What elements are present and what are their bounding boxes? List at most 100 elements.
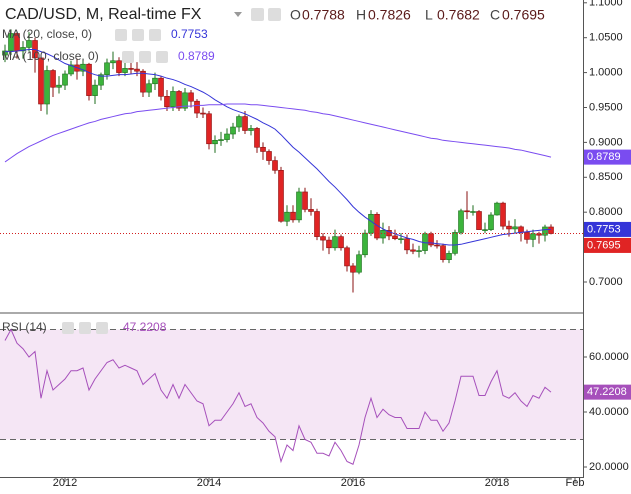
candle-body — [302, 191, 308, 210]
candle-body — [242, 116, 248, 131]
candle-body — [86, 63, 92, 96]
legend-label: RSI (14) — [2, 320, 47, 334]
candle-body — [458, 210, 464, 233]
symbol-title: CAD/USD, M, Real-time FX — [5, 6, 202, 23]
candle-body — [344, 247, 350, 267]
candle-body — [506, 225, 512, 230]
ohlc-value: 0.7682 — [437, 7, 480, 23]
candle-body — [38, 57, 44, 105]
header-backdrop — [0, 2, 580, 26]
candle-body — [404, 238, 410, 251]
candle-body — [56, 84, 62, 88]
candle-body — [368, 213, 374, 234]
candle-body — [164, 96, 170, 108]
candle-body — [470, 211, 476, 213]
ohlc-label: C — [490, 7, 500, 23]
legend-icon[interactable] — [139, 51, 151, 63]
candle-body — [512, 226, 518, 230]
candle-body — [62, 73, 68, 86]
candle-body — [254, 128, 260, 148]
y-tick-label: 0.8000 — [589, 206, 623, 218]
candle-body — [212, 139, 218, 145]
dropdown-icon[interactable] — [234, 12, 242, 17]
legend-icon[interactable] — [156, 51, 168, 63]
y-tick-label: 20.0000 — [589, 461, 629, 473]
ohlc-value: 0.7826 — [368, 7, 411, 23]
candle-body — [440, 245, 446, 260]
candle-body — [260, 146, 266, 152]
legend-icon[interactable] — [79, 322, 91, 334]
moving-average-line — [5, 49, 552, 246]
candle-body — [26, 40, 32, 48]
candle-body — [134, 68, 140, 72]
value-box — [584, 384, 631, 400]
candle-body — [122, 68, 128, 73]
legend-value: 47.2208 — [123, 320, 167, 334]
ohlc-value: 0.7695 — [502, 7, 545, 23]
ohlc-label: L — [425, 7, 433, 23]
x-tick-label: 2018 — [485, 477, 509, 489]
candle-body — [248, 128, 254, 131]
candle-body — [128, 68, 134, 70]
y-tick-label: 0.9000 — [589, 136, 623, 148]
candle-body — [80, 63, 86, 72]
candle-body — [140, 70, 146, 93]
candle-body — [158, 77, 164, 97]
legend-label: MA (20, close, 0) — [2, 27, 92, 41]
value-box-label: 0.7753 — [587, 223, 621, 235]
candle-body — [542, 226, 548, 236]
candle-body — [524, 232, 530, 240]
value-box-label: 0.8789 — [587, 151, 621, 163]
x-tick-label: 2014 — [197, 477, 221, 489]
x-tick-label: 2016 — [341, 477, 365, 489]
candle-body — [146, 83, 152, 93]
candle-body — [434, 244, 440, 247]
legend-icon[interactable] — [115, 29, 127, 41]
legend-value: 0.8789 — [178, 49, 215, 63]
legend-icon[interactable] — [62, 322, 74, 334]
legend-icon[interactable] — [96, 322, 108, 334]
candle-body — [182, 92, 188, 109]
y-tick-label: 40.0000 — [589, 406, 629, 418]
y-tick-label: 0.7000 — [589, 276, 623, 288]
candle-body — [548, 226, 554, 234]
candle-body — [290, 211, 296, 221]
candle-body — [50, 70, 56, 88]
candle-body — [392, 235, 398, 240]
y-tick-label: 0.9500 — [589, 101, 623, 113]
rsi-panel — [0, 328, 583, 465]
candle-body — [362, 232, 368, 256]
legend-icon[interactable] — [132, 29, 144, 41]
candle-body — [320, 236, 326, 241]
candle-body — [356, 254, 362, 273]
ohlc-value: 0.7788 — [302, 7, 345, 23]
candle-body — [518, 226, 524, 233]
legend-icon[interactable] — [122, 51, 134, 63]
candle-body — [500, 202, 506, 227]
candle-body — [218, 139, 224, 141]
rsi-line — [4, 328, 552, 465]
candle-body — [488, 214, 494, 230]
candle-body — [194, 100, 200, 114]
candle-body — [170, 91, 176, 108]
legend-icon[interactable] — [149, 29, 161, 41]
settings-icon[interactable] — [251, 8, 264, 21]
candle-body — [428, 233, 434, 246]
gear-icon[interactable] — [268, 8, 281, 21]
axes: 2012201420162018Feb0.70000.75000.80000.8… — [53, 0, 631, 489]
candle-body — [44, 70, 50, 105]
candle-body — [296, 191, 302, 221]
candle-body — [68, 64, 74, 75]
candle-body — [452, 232, 458, 254]
candle-body — [2, 50, 8, 56]
candle-body — [206, 113, 212, 145]
candle-body — [98, 74, 104, 86]
candle-body — [326, 239, 332, 249]
value-box — [584, 149, 631, 165]
candle-body — [350, 265, 356, 273]
candle-body — [176, 91, 182, 109]
candle-body — [278, 170, 284, 222]
value-box — [584, 237, 631, 253]
y-tick-label: 1.0500 — [589, 32, 623, 44]
